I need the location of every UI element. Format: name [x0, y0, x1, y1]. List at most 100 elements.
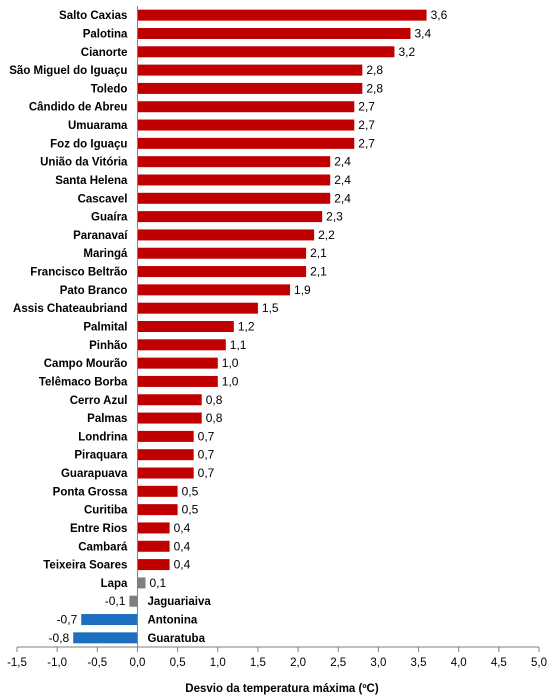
data-label: -0,8: [49, 631, 70, 645]
data-label: 2,2: [318, 228, 335, 242]
category-label: Umuarama: [68, 120, 128, 132]
data-label: 1,5: [262, 301, 279, 315]
bar: [137, 284, 291, 296]
bar: [137, 174, 331, 186]
data-label: -0,1: [105, 594, 126, 608]
x-tick-label: -0,5: [87, 657, 107, 669]
category-label: Guaratuba: [147, 633, 205, 645]
x-tick-label: 1,5: [250, 657, 266, 669]
bar: [137, 449, 194, 461]
bar: [137, 394, 202, 406]
category-label: Guaíra: [91, 212, 128, 224]
category-label: Lapa: [101, 578, 128, 590]
data-label: 0,1: [149, 576, 166, 590]
data-label: 0,7: [198, 448, 215, 462]
category-label: Cerro Azul: [70, 395, 128, 407]
bar: [81, 614, 138, 626]
data-label: 0,8: [206, 393, 223, 407]
x-tick-label: 3,0: [370, 657, 386, 669]
x-tick-label: 4,5: [491, 657, 507, 669]
category-label: Guarapuava: [61, 468, 128, 480]
category-label: Palmital: [83, 322, 127, 334]
category-label: Jaguariaiva: [147, 596, 211, 608]
category-label: Cascavel: [78, 193, 128, 205]
x-tick-label: 2,0: [290, 657, 306, 669]
category-label: Foz do Iguaçu: [50, 138, 127, 150]
x-axis-title: Desvio da temperatura máxima (ºC): [185, 683, 379, 695]
category-label: Salto Caxias: [59, 10, 127, 22]
bar: [137, 522, 170, 534]
category-label: Palmas: [87, 413, 127, 425]
bar: [137, 504, 178, 516]
category-label: Ponta Grossa: [53, 486, 128, 498]
data-label: 2,3: [326, 210, 343, 224]
category-label: Antonina: [147, 615, 197, 627]
bar: [137, 156, 331, 168]
category-label: São Miguel do Iguaçu: [9, 65, 127, 77]
category-label: Piraquara: [74, 450, 128, 462]
category-label: Cândido de Abreu: [29, 102, 128, 114]
bar: [137, 137, 355, 149]
data-label: 2,1: [310, 246, 327, 260]
category-label: Campo Mourão: [44, 358, 128, 370]
bar: [137, 321, 234, 332]
data-label: 0,7: [198, 429, 215, 443]
data-label: 3,4: [415, 26, 432, 40]
category-label: Assis Chateaubriand: [13, 303, 127, 315]
bar: [137, 247, 307, 259]
category-label: Palotina: [83, 28, 128, 40]
bar: [137, 302, 258, 314]
bar: [137, 412, 202, 424]
bar: [137, 266, 307, 278]
data-label: 0,4: [174, 521, 191, 535]
category-label: Teixeira Soares: [43, 560, 127, 572]
bar: [137, 559, 170, 571]
bar: [137, 27, 411, 39]
axes: -1,5 -1,0 -0,5 0,0 0,5 1,0 1,5 2,0 2,5 3,0 3,5 4,0 4…: [7, 6, 547, 669]
data-label: 0,8: [206, 411, 223, 425]
data-label: 2,7: [358, 118, 375, 132]
data-label: 1,1: [230, 338, 247, 352]
data-label: 1,2: [238, 320, 255, 334]
data-label: 1,0: [222, 374, 239, 388]
data-label: 3,2: [398, 45, 415, 59]
bars-layer: [73, 9, 427, 644]
data-label: -0,7: [57, 613, 78, 627]
data-label: 0,5: [182, 484, 199, 498]
data-label: 2,7: [358, 100, 375, 114]
bar: [137, 540, 170, 552]
data-label: 0,7: [198, 466, 215, 480]
bar: [73, 632, 138, 644]
category-label: Telêmaco Borba: [39, 376, 128, 388]
bar: [137, 577, 146, 589]
data-label: 0,4: [174, 539, 191, 553]
data-label: 1,9: [294, 283, 311, 297]
category-label: Pinhão: [89, 340, 127, 352]
category-label: Santa Helena: [55, 175, 128, 187]
data-label: 0,4: [174, 558, 191, 572]
category-label: Francisco Beltrão: [30, 267, 127, 279]
bar: [137, 339, 226, 351]
category-label: Cambará: [78, 541, 128, 553]
x-tick-label: 3,5: [411, 657, 427, 669]
bar: [137, 64, 363, 76]
bar: [137, 101, 355, 113]
bar: [137, 119, 355, 131]
bar: [137, 82, 363, 94]
bar: [137, 192, 331, 204]
category-label: Entre Rios: [70, 523, 128, 535]
bar: [137, 467, 194, 479]
category-label: Pato Branco: [60, 285, 128, 297]
category-label: Cianorte: [81, 47, 128, 59]
x-tick-label: 5,0: [531, 657, 547, 669]
x-tick-label: 0,5: [170, 657, 186, 669]
bar: [137, 357, 218, 369]
category-label: Toledo: [91, 83, 128, 95]
x-tick-label: 1,0: [210, 657, 226, 669]
bar: [129, 595, 138, 607]
labels-layer: Salto Caxias 3,6 Palotina 3,4 Cianorte 3,2 São…: [9, 8, 447, 645]
bar: [137, 375, 218, 387]
data-label: 2,7: [358, 136, 375, 150]
